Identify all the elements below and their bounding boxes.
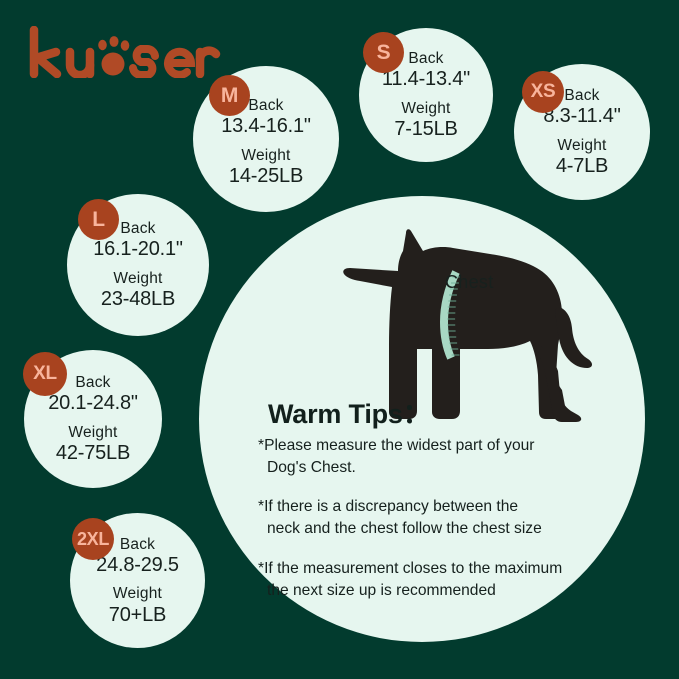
- size-bubble-text: Back 11.4-13.4" Weight 7-15LB: [359, 50, 493, 141]
- size-badge-m: M: [209, 75, 250, 116]
- weight-value: 42-75LB: [55, 441, 131, 464]
- size-bubble-m: Back 13.4-16.1" Weight 14-25LB M: [193, 66, 339, 212]
- tip-item: *Please measure the widest part of your …: [258, 437, 535, 477]
- back-value: 11.4-13.4": [381, 68, 471, 91]
- size-badge-xl: XL: [23, 352, 67, 396]
- size-bubble-2xl: Back 24.8-29.5 Weight 70+LB 2XL: [70, 513, 205, 648]
- paw-pad-icon: [101, 52, 125, 76]
- size-badge-xs: XS: [522, 71, 564, 113]
- weight-label: Weight: [68, 423, 118, 441]
- weight-label: Weight: [113, 269, 163, 287]
- back-value: 24.8-29.5: [96, 553, 179, 576]
- weight-label: Weight: [241, 146, 291, 164]
- weight-value: 23-48LB: [100, 287, 176, 310]
- size-bubble-text: Back 8.3-11.4" Weight 4-7LB: [514, 87, 650, 178]
- back-label: Back: [75, 373, 111, 391]
- weight-label: Weight: [112, 585, 163, 602]
- dog-icon: [343, 229, 593, 422]
- chest-label: Chest: [445, 272, 494, 292]
- weight-value: 70+LB: [108, 603, 167, 626]
- tape-measure-icon: [439, 270, 461, 360]
- warm-tips-list: *Please measure the widest part of your …: [258, 435, 610, 602]
- size-bubble-xs: Back 8.3-11.4" Weight 4-7LB XS: [514, 64, 650, 200]
- weight-value: 7-15LB: [394, 117, 458, 140]
- size-badge-s: S: [363, 32, 404, 73]
- size-badge-2xl: 2XL: [72, 518, 114, 560]
- weight-label: Weight: [557, 136, 607, 154]
- weight-value: 4-7LB: [555, 154, 609, 177]
- back-value: 16.1-20.1": [93, 238, 183, 261]
- weight-label: Weight: [401, 99, 451, 117]
- warm-tips-title: Warm Tips：: [268, 399, 430, 429]
- size-bubble-text: Back 16.1-20.1" Weight 23-48LB: [67, 220, 209, 311]
- size-bubble-text: Back 13.4-16.1" Weight 14-25LB: [193, 97, 339, 188]
- tip-item: *If the measurement closes to the maximu…: [258, 559, 563, 599]
- back-label: Back: [408, 49, 444, 67]
- back-value: 8.3-11.4": [543, 105, 621, 128]
- dog-silhouette-illustration: [340, 225, 610, 440]
- back-label: Back: [120, 219, 156, 237]
- back-label: Back: [248, 96, 284, 114]
- kuoser-wordmark-icon: [29, 25, 221, 80]
- size-bubble-xl: Back 20.1-24.8" Weight 42-75LB XL: [23, 350, 162, 488]
- back-label: Back: [119, 535, 156, 553]
- size-bubble-s: Back 11.4-13.4" Weight 7-15LB S: [359, 28, 493, 162]
- weight-value: 14-25LB: [228, 164, 304, 187]
- size-bubble-text: Back 24.8-29.5 Weight 70+LB: [70, 535, 205, 626]
- tip-item: *If there is a discrepancy between the n…: [258, 498, 542, 538]
- back-label: Back: [564, 86, 600, 104]
- size-badge-l: L: [78, 199, 119, 240]
- size-bubble-l: Back 16.1-20.1" Weight 23-48LB L: [67, 194, 209, 336]
- back-value: 20.1-24.8": [48, 392, 138, 415]
- back-value: 13.4-16.1": [221, 115, 311, 138]
- brand-logo: [28, 25, 228, 80]
- size-bubble-text: Back 20.1-24.8" Weight 42-75LB: [24, 374, 162, 465]
